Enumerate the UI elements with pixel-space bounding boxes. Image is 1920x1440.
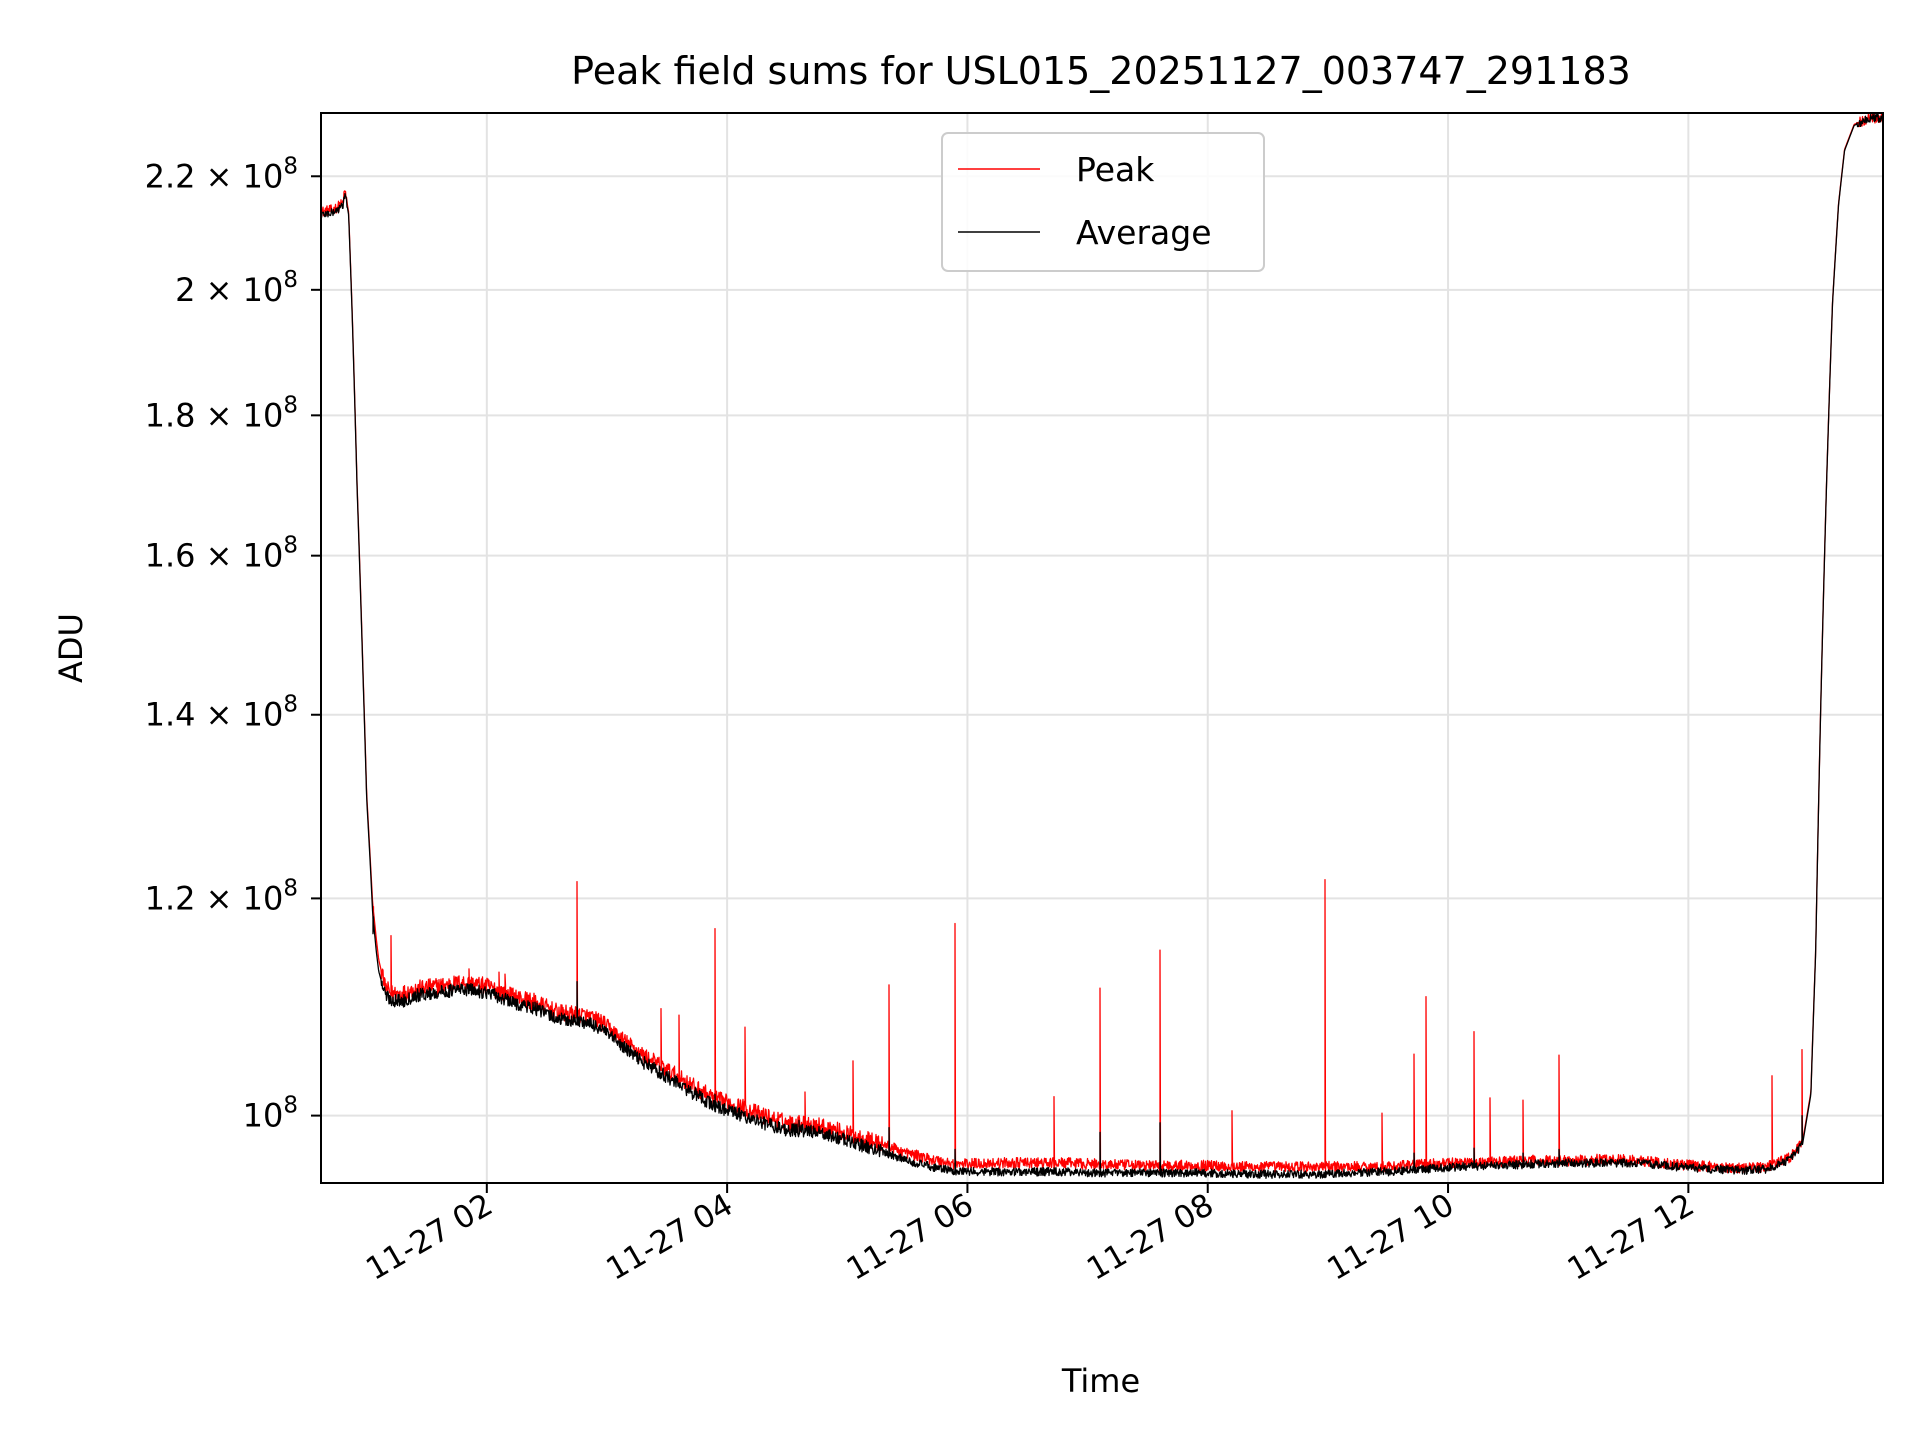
y-tick-base: 10	[243, 271, 284, 309]
y-tick-mantissa: 2.2	[145, 157, 196, 195]
y-tick-label: 1.2 × 108	[145, 875, 298, 917]
y-tick-label: 108	[243, 1093, 298, 1135]
y-tick-label: 1.4 × 108	[145, 692, 298, 734]
y-tick-base: 10	[243, 1097, 284, 1135]
series-line-average	[321, 113, 1883, 1179]
y-tick-mantissa: 1.4	[145, 696, 196, 734]
y-axis-label: ADU	[52, 613, 90, 683]
plot-frame	[320, 112, 1884, 1184]
y-tick-exponent: 8	[283, 1093, 298, 1119]
x-axis-label: Time	[1061, 1362, 1140, 1400]
y-tick-label-text: 1.4 × 108	[145, 692, 298, 734]
y-tick-exponent: 8	[283, 392, 298, 418]
y-tick-label-text: 1.8 × 108	[145, 392, 298, 434]
y-tick-times: ×	[195, 537, 242, 575]
y-tick-label-text: 2 × 108	[175, 267, 298, 309]
grid	[321, 113, 1883, 1183]
y-tick-times: ×	[195, 396, 242, 434]
y-tick-times: ×	[195, 696, 242, 734]
legend: Peak Average	[941, 132, 1265, 272]
legend-label-peak: Peak	[1076, 150, 1155, 189]
y-tick-exponent: 8	[283, 533, 298, 559]
y-tick-label: 2 × 108	[175, 267, 298, 309]
y-tick-label-text: 108	[243, 1093, 298, 1135]
legend-box	[941, 132, 1265, 272]
legend-label-average: Average	[1076, 213, 1212, 252]
y-tick-label: 1.8 × 108	[145, 392, 298, 434]
y-tick-mantissa: 2	[175, 271, 195, 309]
y-tick-label: 1.6 × 108	[145, 533, 298, 575]
y-tick-label-text: 1.6 × 108	[145, 533, 298, 575]
y-tick-label: 2.2 × 108	[145, 153, 298, 195]
y-tick-times: ×	[195, 157, 242, 195]
y-tick-exponent: 8	[283, 153, 298, 179]
y-tick-label-text: 1.2 × 108	[145, 875, 298, 917]
plot-lines	[321, 113, 1883, 1179]
y-tick-label-text: 2.2 × 108	[145, 153, 298, 195]
y-tick-mantissa: 1.6	[145, 537, 196, 575]
y-tick-times: ×	[195, 271, 242, 309]
y-tick-base: 10	[243, 879, 284, 917]
y-tick-base: 10	[243, 537, 284, 575]
y-tick-times: ×	[195, 879, 242, 917]
chart-title: Peak field sums for USL015_20251127_0037…	[571, 49, 1631, 93]
y-tick-exponent: 8	[283, 267, 298, 293]
y-tick-base: 10	[243, 396, 284, 434]
y-tick-exponent: 8	[283, 875, 298, 901]
y-tick-base: 10	[243, 696, 284, 734]
y-tick-mantissa: 1.8	[145, 396, 196, 434]
y-tick-mantissa: 1.2	[145, 879, 196, 917]
y-tick-exponent: 8	[283, 692, 298, 718]
y-tick-base: 10	[243, 157, 284, 195]
